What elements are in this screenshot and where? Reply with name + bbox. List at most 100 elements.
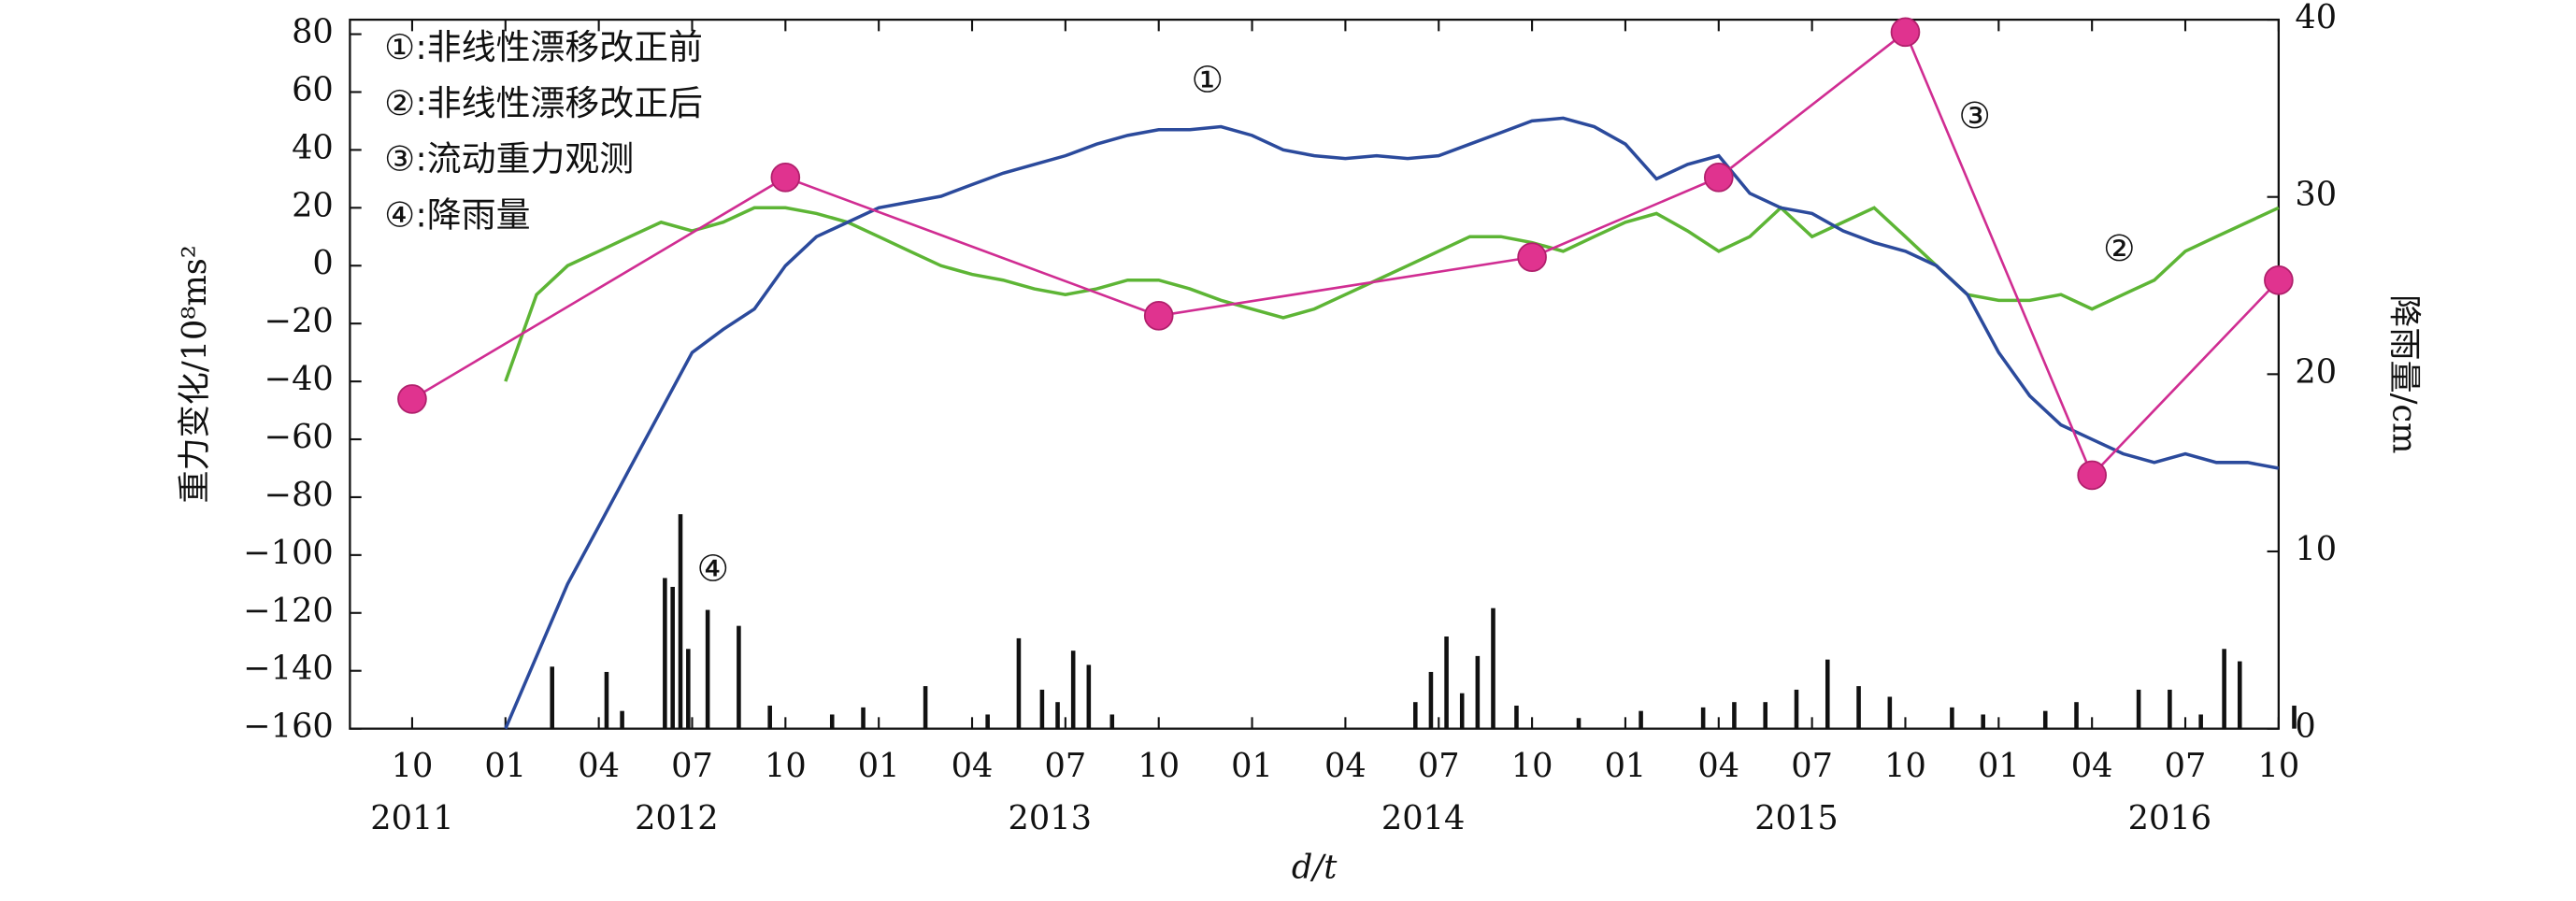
legend-entry: ②:非线性漂移改正后 <box>384 83 703 123</box>
x-tick-label: 10 <box>2258 747 2300 785</box>
x-tick-label: 07 <box>1791 747 1833 785</box>
rain-bar <box>678 514 683 729</box>
rain-bar <box>550 666 554 729</box>
y-tick-label: −40 <box>265 360 334 398</box>
x-tick-label: 01 <box>1605 747 1647 785</box>
x-tick-label: 10 <box>1138 747 1180 785</box>
gravity-line <box>504 116 2280 730</box>
rain-bar <box>1459 693 1465 729</box>
rain-bar <box>861 707 866 729</box>
rain-bar <box>1491 608 1496 729</box>
x-tick-label: 01 <box>484 747 526 785</box>
rain-bar <box>2168 689 2172 729</box>
rain-bar <box>2198 714 2203 729</box>
rain-bar <box>1700 707 1706 729</box>
rain-bar <box>1444 636 1449 729</box>
year-label: 2011 <box>370 799 453 837</box>
y-tick-label: −100 <box>243 534 334 572</box>
y-tick-label: 60 <box>292 70 334 108</box>
rain-bar <box>1763 702 1767 729</box>
legend-entry: ①:非线性漂移改正前 <box>384 27 703 67</box>
year-label: 2016 <box>2128 799 2211 837</box>
rain-bar <box>829 714 835 729</box>
year-label: 2012 <box>635 799 718 837</box>
rain-bar <box>2042 710 2048 729</box>
y2-tick-label: 20 <box>2295 352 2337 391</box>
rain-bar <box>985 714 990 729</box>
x-axis-label: d/t <box>1292 849 1338 887</box>
x-tick-label: 01 <box>1231 747 1273 785</box>
x-tick-label: 07 <box>2165 747 2207 785</box>
rain-bar <box>1514 705 1519 729</box>
rain-bar <box>2136 689 2141 729</box>
rain-bar <box>705 609 710 729</box>
rain-bar <box>2222 649 2226 729</box>
observation-line <box>411 30 2280 478</box>
observation-point <box>770 163 801 193</box>
x-tick-label: 10 <box>765 747 807 785</box>
rain-bar <box>1856 686 1861 729</box>
x-tick-label: 04 <box>952 747 994 785</box>
rain-bar <box>1732 702 1737 729</box>
rain-bar <box>1039 689 1045 729</box>
rain-bar <box>767 705 772 729</box>
year-label: 2015 <box>1754 799 1838 837</box>
x-tick-label: 10 <box>392 747 434 785</box>
x-tick-label: 10 <box>1511 747 1553 785</box>
x-tick-label: 04 <box>2071 747 2113 785</box>
y2-tick-label: 40 <box>2295 0 2337 36</box>
y-tick-label: −140 <box>243 650 334 688</box>
y2-tick-label: 30 <box>2295 176 2337 214</box>
x-tick-label: 10 <box>1884 747 1926 785</box>
y2-tick-label: 0 <box>2295 708 2315 746</box>
rain-bar <box>1109 714 1115 729</box>
observation-point <box>397 384 427 414</box>
y2-tick-label: 10 <box>2295 530 2337 568</box>
rain-bar <box>1825 659 1830 729</box>
series-tag: ④ <box>696 549 729 591</box>
year-label: 2014 <box>1381 799 1465 837</box>
x-tick-label: 01 <box>858 747 900 785</box>
y-axis-label: 重力变化/10⁸ms² <box>176 245 214 503</box>
legend-entry: ④:降雨量 <box>384 194 530 235</box>
y-tick-label: −80 <box>265 476 334 514</box>
x-tick-label: 04 <box>578 747 620 785</box>
rain-bar <box>2237 661 2242 729</box>
y-tick-label: −160 <box>243 708 334 746</box>
rain-bar <box>737 625 741 729</box>
legend-entry: ③:流动重力观测 <box>384 139 634 179</box>
observation-point <box>1143 300 1174 331</box>
rain-bar <box>1086 665 1092 729</box>
y-tick-label: 0 <box>312 244 333 282</box>
rain-bar <box>663 578 667 729</box>
x-tick-label: 04 <box>1324 747 1367 785</box>
rain-bar <box>670 586 675 729</box>
y-tick-label: −120 <box>243 592 334 630</box>
observation-point <box>2077 460 2107 491</box>
x-tick-label: 07 <box>671 747 713 785</box>
rain-bar <box>1055 702 1060 729</box>
observation-point <box>1517 242 1547 272</box>
series-tag: ③ <box>1958 95 1991 137</box>
rain-bar <box>604 671 609 729</box>
y-tick-label: 80 <box>292 13 334 51</box>
x-tick-label: 01 <box>1978 747 2020 785</box>
observation-point <box>1890 17 1921 48</box>
rain-bar <box>1950 707 1954 729</box>
rain-bar <box>923 686 928 729</box>
rain-bar <box>1887 696 1893 729</box>
rain-bar <box>1576 718 1581 729</box>
series-tag: ② <box>2103 228 2136 270</box>
x-tick-label: 07 <box>1045 747 1087 785</box>
observation-point <box>2264 265 2294 295</box>
x-tick-label: 07 <box>1418 747 1460 785</box>
rain-bar <box>620 710 624 729</box>
series-tag: ① <box>1192 59 1224 101</box>
observation-point <box>1703 163 1734 193</box>
year-label: 2013 <box>1009 799 1092 837</box>
rain-bar <box>1475 655 1481 729</box>
rain-bar <box>1413 702 1418 729</box>
rain-bar <box>1016 637 1022 729</box>
x-tick-label: 04 <box>1697 747 1739 785</box>
